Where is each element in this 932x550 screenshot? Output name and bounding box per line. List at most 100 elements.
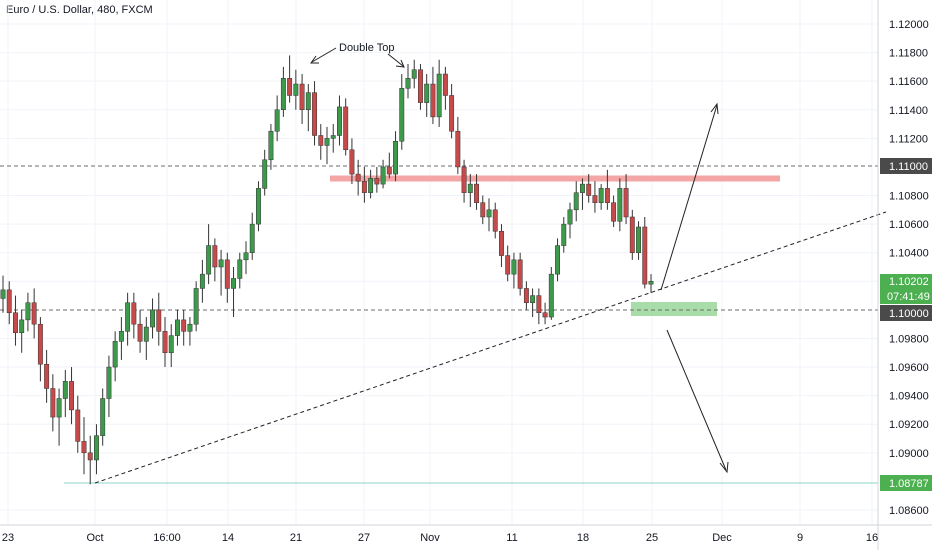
time-tick-label: 9 [797, 532, 803, 544]
candle-up [94, 435, 99, 461]
support-zone [631, 302, 717, 316]
candle-up [206, 245, 212, 275]
time-tick-label: Nov [420, 532, 440, 544]
time-tick-label: 25 [646, 532, 658, 544]
candle-up [330, 135, 336, 139]
candle-up [274, 109, 280, 132]
candles [0, 55, 654, 485]
price-tick-label: 1.09600 [889, 362, 929, 374]
candle-down [536, 295, 542, 313]
price-tick-label: 1.09000 [889, 448, 929, 460]
price-tick-label: 1.10800 [889, 191, 929, 203]
low-price-label: 1.08787 [880, 475, 932, 491]
candle-up [168, 335, 174, 354]
price-tick-label: 1.08600 [889, 505, 929, 517]
trendline [94, 211, 887, 484]
candle-down [343, 106, 349, 151]
candle-up [143, 326, 149, 342]
candle-up [555, 245, 560, 275]
time-tick-label: 27 [358, 532, 370, 544]
candle-up [648, 281, 654, 285]
candle-down [31, 302, 37, 325]
chart-title: Euro / U.S. Dollar, 480, FXCM [6, 4, 153, 16]
candle-down [611, 202, 617, 222]
candle-up [62, 381, 68, 399]
time-tick-label: 16 [866, 532, 878, 544]
candle-down [349, 149, 355, 175]
candle-up [486, 209, 492, 218]
candle-down [318, 135, 324, 146]
candle-up [256, 188, 261, 225]
candle-up [399, 88, 405, 142]
price-tick-label: 1.10600 [889, 219, 929, 231]
candle-down [629, 216, 635, 253]
candle-up [25, 302, 31, 321]
candle-down [586, 183, 592, 196]
candle-down [499, 231, 504, 256]
candle-up [199, 273, 205, 289]
candle-up [193, 288, 199, 325]
bullish-arrow-head [710, 102, 719, 115]
candle-up [125, 302, 131, 332]
candle-up [368, 178, 374, 193]
candle-up [567, 209, 573, 225]
candle-down [517, 259, 523, 289]
time-tick-label: 21 [290, 532, 302, 544]
candle-down [37, 323, 43, 365]
price-tick-label: 1.12000 [889, 19, 929, 31]
candle-down [156, 309, 162, 332]
time-tick-label: 14 [222, 532, 234, 544]
candle-up [636, 226, 641, 253]
candle-up [293, 83, 299, 96]
candle-down [386, 166, 392, 175]
candle-down [455, 130, 461, 168]
candle-down [87, 452, 93, 461]
candle-up [218, 259, 224, 268]
candle-down [604, 188, 610, 203]
candle-down [374, 178, 380, 185]
time-axis: 23 Oct 16:00 14 21 27 Nov 11 18 25 Dec 9 16 [2, 532, 878, 544]
candle-down [474, 183, 479, 203]
bearish-arrow-head [719, 461, 729, 474]
candle-up [561, 223, 567, 246]
candle-up [530, 295, 536, 303]
candle-down [299, 83, 305, 111]
candle-up [268, 130, 274, 161]
candle-down [287, 78, 293, 96]
candle-up [337, 106, 342, 136]
double-top-left-arrowhead [310, 55, 319, 64]
candle-up [231, 278, 236, 289]
candle-down [523, 288, 529, 303]
bearish-projection-arrow [666, 329, 727, 471]
candle-down [505, 255, 511, 275]
candle-down [50, 388, 56, 418]
candle-up [598, 188, 604, 203]
candle-down [430, 83, 436, 118]
candle-up [305, 92, 311, 111]
bullish-projection-arrow [660, 104, 718, 291]
price-tick-label: 1.09800 [889, 333, 929, 345]
candle-up [150, 309, 155, 328]
price-tick-label: 1.11800 [889, 48, 928, 60]
candle-up [118, 331, 124, 342]
candle-down [642, 226, 648, 285]
candle-down [137, 323, 143, 342]
candle-down [81, 441, 87, 454]
candle-down [542, 312, 548, 318]
time-tick-label: 16:00 [153, 532, 181, 544]
double-top-right-arrow [387, 53, 404, 67]
current-price-label: 1.10202 07:41:49 [880, 274, 932, 304]
price-tick-label: 1.11400 [889, 105, 928, 117]
candle-down [361, 180, 367, 193]
double-top-label: Double Top [339, 42, 394, 54]
candle-down [355, 173, 361, 182]
candle-down [13, 312, 18, 334]
candle-down [592, 195, 598, 203]
double-top-left-arrow [311, 47, 337, 63]
candle-up [424, 83, 430, 103]
candle-up [106, 366, 112, 399]
candle-down [224, 259, 230, 289]
candle-down [442, 73, 448, 96]
price-tick-label: 1.09400 [889, 391, 929, 403]
candle-up [280, 78, 286, 111]
